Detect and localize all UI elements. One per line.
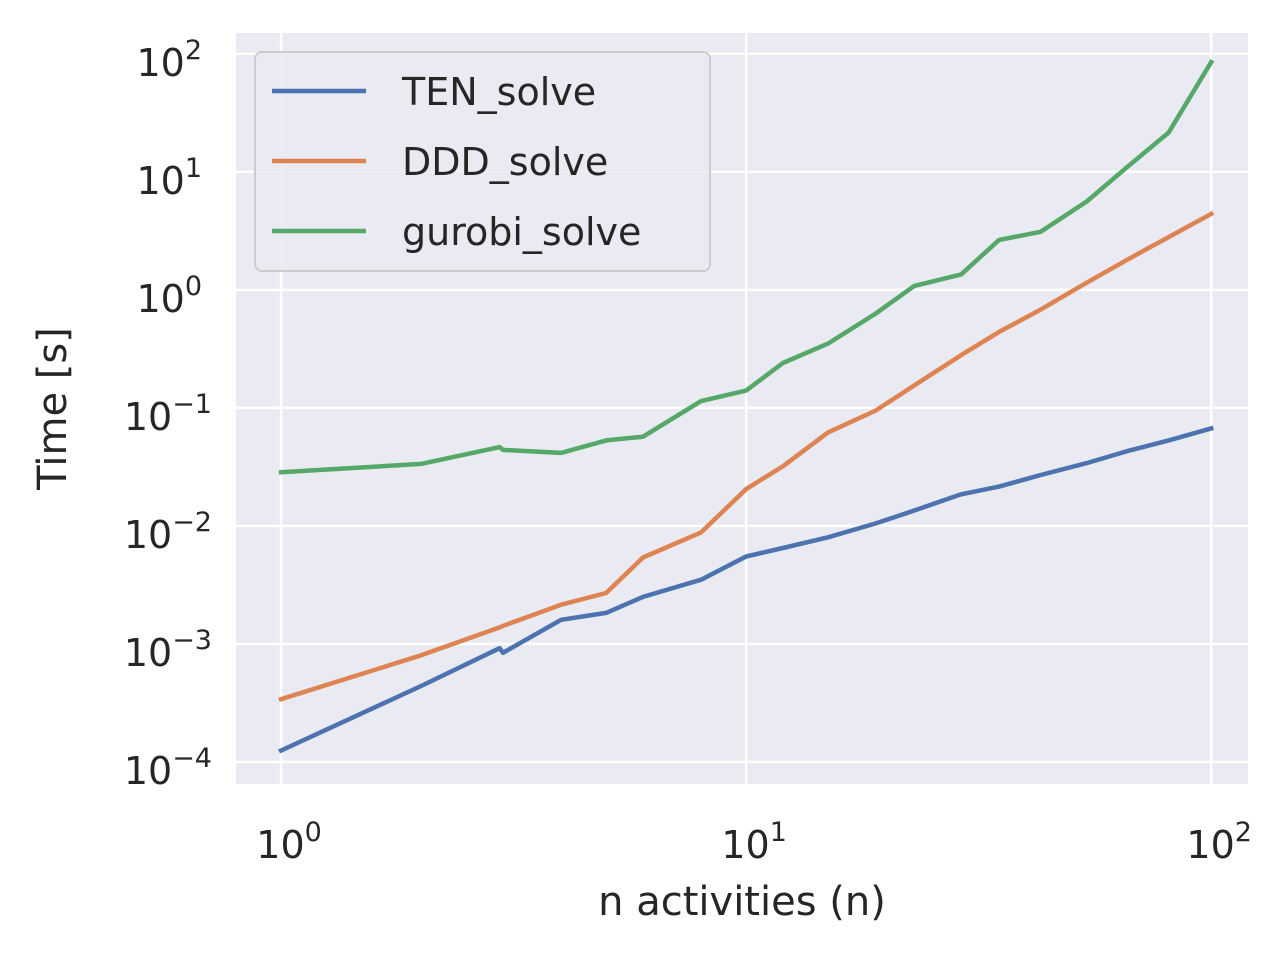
x-tick-label-exponent: 1 (770, 817, 787, 848)
x-tick-label-base: 10 (256, 823, 304, 867)
x-tick-label-base: 10 (1186, 823, 1234, 867)
legend-label: gurobi_solve (402, 210, 641, 254)
x-tick-label-base: 10 (721, 823, 769, 867)
x-axis-title: n activities (n) (598, 879, 886, 925)
y-tick-label-base: 10 (136, 41, 184, 85)
y-tick-label: 101 (136, 153, 202, 203)
x-tick-label: 101 (721, 817, 787, 867)
series-line-gurobi_solve (278, 59, 1215, 475)
y-tick-label-base: 10 (136, 277, 184, 321)
y-tick-label: 10−1 (124, 389, 212, 439)
x-axis-ticks: 100 101 102 (256, 817, 1252, 867)
y-tick-label: 10−3 (124, 625, 212, 675)
y-axis-title: Time [s] (30, 327, 76, 491)
series-lines (278, 59, 1215, 754)
x-tick-label-exponent: 2 (1235, 817, 1252, 848)
y-tick-label-base: 10 (124, 395, 172, 439)
series-line-TEN_solve (278, 425, 1214, 754)
y-tick-label: 10−2 (124, 507, 212, 557)
y-tick-label-exponent: −2 (172, 507, 212, 538)
x-tick-label: 100 (256, 817, 322, 867)
y-tick-label-base: 10 (124, 513, 172, 557)
y-tick-label-exponent: 2 (185, 35, 202, 66)
y-tick-label: 100 (136, 271, 202, 321)
legend: TEN_solve DDD_solve gurobi_solve (254, 51, 711, 272)
legend-frame (254, 51, 711, 272)
y-tick-label-exponent: 0 (185, 271, 202, 302)
y-tick-label: 10−4 (124, 743, 212, 793)
legend-label: DDD_solve (402, 140, 608, 184)
y-tick-label-base: 10 (124, 631, 172, 675)
y-tick-label: 102 (136, 35, 202, 85)
y-tick-label-base: 10 (136, 159, 184, 203)
legend-label: TEN_solve (401, 70, 596, 114)
y-tick-label-exponent: −1 (172, 389, 212, 420)
y-tick-label-exponent: −3 (172, 625, 212, 656)
x-tick-label: 102 (1186, 817, 1252, 867)
x-tick-label-exponent: 0 (305, 817, 322, 848)
series-line-DDD_solve (278, 210, 1215, 703)
y-tick-label-exponent: −4 (172, 743, 212, 774)
y-tick-label-base: 10 (124, 749, 172, 793)
y-tick-label-exponent: 1 (185, 153, 202, 184)
